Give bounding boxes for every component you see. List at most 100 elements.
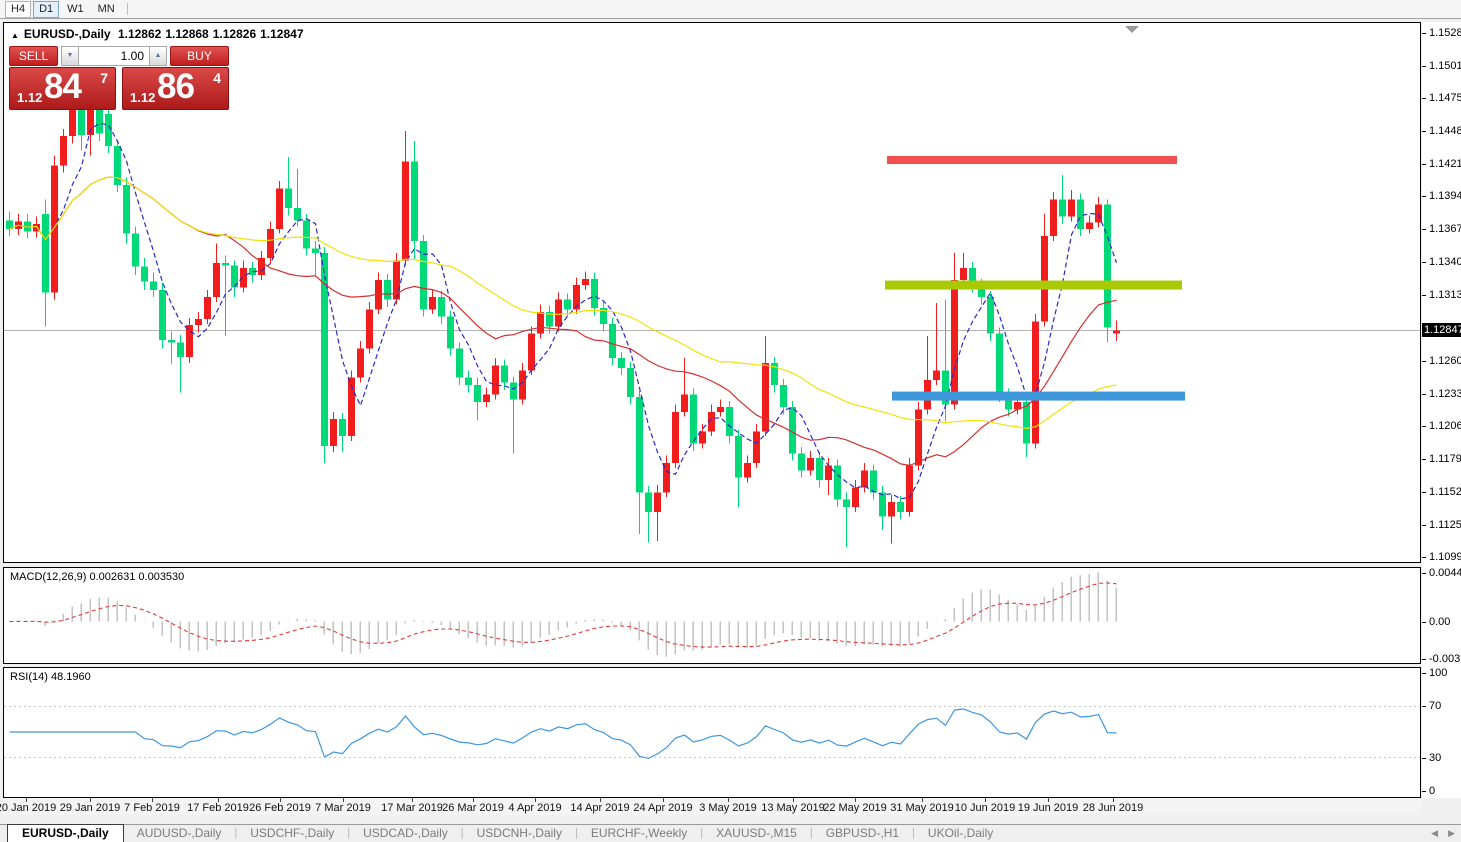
date-tick xyxy=(218,798,219,802)
date-axis-label[interactable]: 7 Feb 2019 xyxy=(124,802,180,814)
volume-input[interactable] xyxy=(79,46,149,66)
tab-scroll-next-icon[interactable]: ▶ xyxy=(1448,828,1455,838)
drawn-hline-1[interactable] xyxy=(885,280,1182,290)
price-axis-label-tick xyxy=(1422,33,1426,34)
macd-axis-label-tick xyxy=(1422,659,1426,660)
macd-canvas[interactable] xyxy=(4,568,1420,663)
chart-tab-audusd[interactable]: AUDUSD-,Daily xyxy=(136,826,222,840)
price-axis-label-tick xyxy=(1422,524,1426,526)
price-axis-label-tick xyxy=(1422,65,1426,67)
macd-indicator-panel[interactable]: MACD(12,26,9) 0.002631 0.003530 xyxy=(3,567,1421,664)
date-axis-label[interactable]: 20 Jan 2019 xyxy=(0,802,57,814)
macd-axis-label: 0.00 xyxy=(1429,615,1451,628)
date-axis[interactable]: 20 Jan 2019 29 Jan 2019 7 Feb 2019 17 Feb 2… xyxy=(0,798,1421,815)
sell-price-prefix: 1.12 xyxy=(17,90,43,105)
tab-separator: | xyxy=(700,827,704,839)
main-chart-canvas[interactable] xyxy=(4,23,1420,562)
date-tick xyxy=(152,798,153,802)
timeframe-toolbar: H4 D1 W1 MN xyxy=(0,0,1461,19)
macd-signal-line xyxy=(9,582,1117,648)
date-axis-label[interactable]: 19 Jun 2019 xyxy=(1017,802,1079,814)
tab-separator: | xyxy=(234,827,238,839)
price-axis-label: 1.15015 xyxy=(1429,59,1461,72)
date-axis-label[interactable]: 26 Mar 2019 xyxy=(442,802,504,814)
price-axis-label: 1.11525 xyxy=(1429,485,1461,498)
price-axis-label-tick xyxy=(1422,196,1426,198)
candlestick-series xyxy=(6,73,1120,548)
chart-tab-ukoil[interactable]: UKOil-,Daily xyxy=(927,826,994,840)
price-axis-label: 1.13405 xyxy=(1429,256,1461,269)
tab-separator: | xyxy=(460,827,464,839)
date-axis-label[interactable]: 13 May 2019 xyxy=(761,802,825,814)
price-axis-label: 1.12065 xyxy=(1429,419,1461,432)
rsi-axis-label: 100 xyxy=(1429,667,1448,679)
timeframe-button-d1[interactable]: D1 xyxy=(33,1,60,18)
spinner-down-icon: ▼ xyxy=(66,52,74,59)
chart-tab-xauusd[interactable]: XAUUSD-,M15 xyxy=(716,826,797,840)
date-axis-label[interactable]: 28 Jun 2019 xyxy=(1082,802,1144,814)
rsi-axis-label: 70 xyxy=(1429,700,1442,713)
date-axis-label[interactable]: 4 Apr 2019 xyxy=(508,802,562,814)
date-axis-label[interactable]: 10 Jun 2019 xyxy=(954,802,1016,814)
date-axis-label[interactable]: 17 Mar 2019 xyxy=(381,802,443,814)
price-axis-label: 1.11795 xyxy=(1429,452,1461,465)
drawn-hline-2[interactable] xyxy=(892,391,1185,401)
ohlc-close: 1.12847 xyxy=(260,27,304,41)
price-axis-label-tick xyxy=(1422,295,1426,297)
chart-tab-eurchf[interactable]: EURCHF-,Weekly xyxy=(590,826,688,840)
tab-scroll-prev-icon[interactable]: ◀ xyxy=(1431,828,1439,838)
sell-button[interactable]: SELL xyxy=(9,46,58,66)
date-axis-label[interactable]: 26 Feb 2019 xyxy=(249,802,311,814)
chart-tab-usdchf[interactable]: USDCHF-,Daily xyxy=(250,826,335,840)
date-tick xyxy=(793,798,794,802)
sell-price-pip-digit: 7 xyxy=(100,70,108,86)
timeframe-button-mn[interactable]: MN xyxy=(97,3,115,15)
price-axis-label-tick xyxy=(1422,131,1426,133)
date-axis-label[interactable]: 29 Jan 2019 xyxy=(59,802,121,814)
chart-tab-bar: EURUSD-,Daily AUDUSD-,Daily | USDCHF-,Daily… xyxy=(0,824,1461,842)
ohlc-high: 1.12868 xyxy=(165,27,209,41)
chart-tab-usdcad[interactable]: USDCAD-,Daily xyxy=(363,826,448,840)
sell-price-display[interactable]: 1.12 84 7 xyxy=(9,67,116,110)
date-axis-label[interactable]: 31 May 2019 xyxy=(890,802,954,814)
collapse-trade-panel-icon[interactable]: ▲ xyxy=(11,31,19,40)
date-axis-label[interactable]: 3 May 2019 xyxy=(699,802,757,814)
date-tick xyxy=(473,798,474,802)
one-click-trading-widget: SELL ▼ ▲ BUY 1.12 84 7 1.12 86 4 xyxy=(9,46,231,110)
buy-price-display[interactable]: 1.12 86 4 xyxy=(122,67,229,110)
price-axis-label-tick xyxy=(1422,360,1426,362)
drawn-hline-0[interactable] xyxy=(887,156,1177,165)
timeframe-button-w1[interactable]: W1 xyxy=(67,3,84,15)
chart-tab-eurusd[interactable]: EURUSD-,Daily xyxy=(7,824,124,842)
date-axis-label[interactable]: 7 Mar 2019 xyxy=(315,802,371,814)
price-axis[interactable]: 1.15285 1.15015 1.14750 1.14480 1.14210 1.139… xyxy=(1422,22,1461,798)
rsi-axis-label-tick xyxy=(1422,757,1426,759)
main-chart-panel[interactable]: ▲ EURUSD-,Daily 1.12862 1.12868 1.12826 1.12… xyxy=(3,22,1421,563)
volume-decrease-button[interactable]: ▼ xyxy=(61,46,79,66)
date-tick xyxy=(855,798,856,802)
chart-title: ▲ EURUSD-,Daily 1.12862 1.12868 1.12826 1.12… xyxy=(11,27,308,41)
date-tick xyxy=(728,798,729,802)
rsi-indicator-panel[interactable]: RSI(14) 48.1960 xyxy=(3,667,1421,798)
date-tick xyxy=(280,798,281,802)
rsi-canvas[interactable] xyxy=(4,668,1420,797)
date-axis-label[interactable]: 14 Apr 2019 xyxy=(570,802,630,814)
date-axis-label[interactable]: 22 May 2019 xyxy=(823,802,887,814)
rsi-line xyxy=(9,708,1117,759)
volume-increase-button[interactable]: ▲ xyxy=(149,46,167,66)
chart-tab-gbpusd[interactable]: GBPUSD-,H1 xyxy=(825,826,900,840)
ohlc-open: 1.12862 xyxy=(117,27,162,41)
timeframe-button-h4[interactable]: H4 xyxy=(5,1,32,18)
tab-separator: | xyxy=(809,827,813,839)
date-axis-label[interactable]: 24 Apr 2019 xyxy=(633,802,693,814)
price-axis-label-tick xyxy=(1422,393,1426,395)
rsi-axis-label: 0 xyxy=(1429,785,1436,797)
date-axis-label[interactable]: 17 Feb 2019 xyxy=(187,802,249,814)
scroll-to-end-icon[interactable] xyxy=(1125,26,1139,33)
date-tick xyxy=(90,798,91,802)
price-axis-label-tick xyxy=(1422,458,1426,460)
date-tick xyxy=(412,798,413,802)
buy-button[interactable]: BUY xyxy=(170,46,229,66)
chart-tab-usdcnh[interactable]: USDCNH-,Daily xyxy=(476,826,562,840)
date-tick xyxy=(600,798,601,802)
